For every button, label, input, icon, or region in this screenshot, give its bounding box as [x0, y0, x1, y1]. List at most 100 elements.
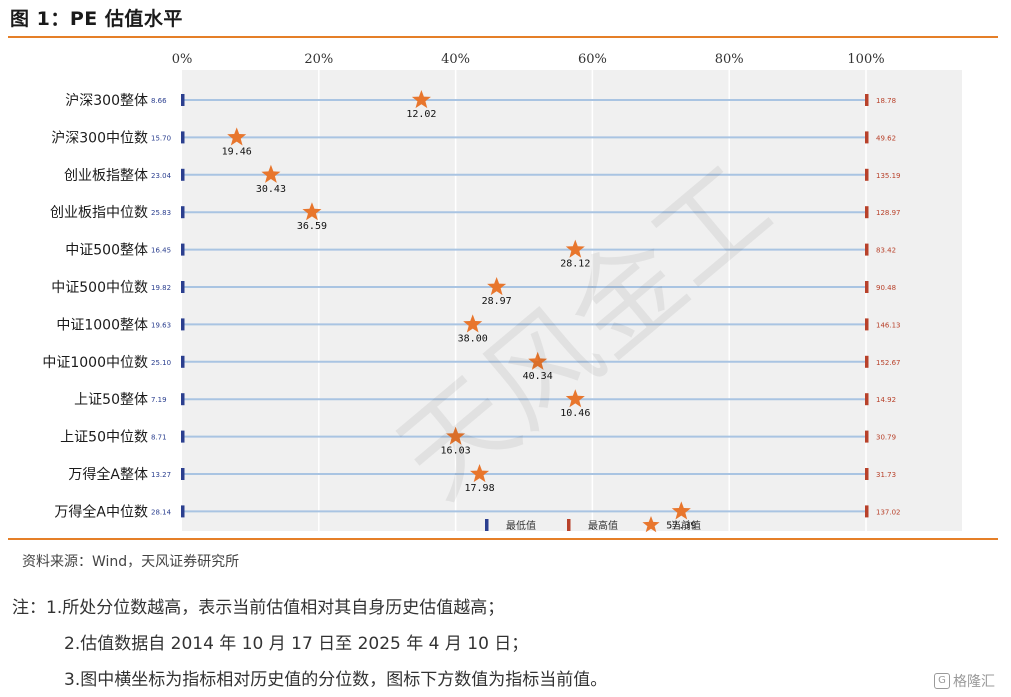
max-value-label: 146.13 [876, 321, 901, 329]
bottom-divider [8, 538, 998, 540]
min-value-label: 23.04 [151, 172, 172, 180]
current-value-star [528, 351, 548, 370]
current-value-star [671, 501, 691, 520]
legend-max-label: 最高值 [588, 519, 618, 532]
max-value-label: 31.73 [876, 471, 896, 479]
current-value-star [565, 389, 585, 408]
legend-min-marker [485, 519, 489, 531]
pe-valuation-chart: 0% 20% 40% 60% 80% 100% 沪深300整体 8.66 18.78 12.02 沪… [42, 52, 962, 533]
row-label: 中证500整体 [65, 243, 148, 259]
max-value-label: 152.67 [876, 359, 901, 367]
current-value-star [463, 314, 483, 333]
max-marker [865, 94, 869, 106]
note-2: 2.估值数据自 2014 年 10 月 17 日至 2025 年 4 月 10 … [64, 634, 529, 654]
current-value-label: 40.34 [523, 371, 553, 382]
max-marker [865, 318, 869, 331]
max-value-label: 18.78 [876, 97, 896, 105]
min-value-label: 19.63 [151, 321, 171, 329]
note-1: 注：1.所处分位数越高，表示当前估值相对其自身历史估值越高； [12, 598, 505, 618]
x-tick-label: 80% [715, 52, 744, 67]
min-marker [181, 206, 185, 219]
current-value-star [302, 202, 322, 221]
min-marker [181, 393, 185, 406]
current-value-label: 19.46 [222, 146, 252, 157]
max-value-label: 135.19 [876, 172, 901, 180]
max-value-label: 30.79 [876, 434, 896, 442]
x-tick-label: 40% [441, 52, 470, 67]
current-value-star [261, 164, 281, 183]
legend-star [642, 516, 660, 533]
max-value-label: 14.92 [876, 396, 896, 404]
logo-g-icon: G [934, 673, 950, 689]
legend-max-marker [567, 519, 571, 531]
min-marker [181, 430, 185, 443]
plot-background [182, 70, 962, 531]
current-value-star [446, 426, 466, 445]
min-marker [181, 281, 185, 293]
max-value-label: 137.02 [876, 508, 901, 516]
min-value-label: 16.45 [151, 247, 171, 255]
row-label: 沪深300中位数 [51, 130, 148, 146]
current-value-star [565, 239, 585, 258]
min-value-label: 28.14 [151, 508, 172, 516]
row-label: 中证1000中位数 [42, 355, 148, 371]
row-label: 中证500中位数 [51, 280, 148, 296]
current-value-label: 28.12 [560, 259, 590, 270]
current-value-label: 38.00 [458, 333, 488, 344]
max-marker [865, 168, 869, 181]
current-value-label: 12.02 [406, 109, 436, 120]
legend-min-label: 最低值 [506, 519, 536, 532]
min-marker [181, 168, 185, 181]
current-value-label: 36.59 [297, 221, 327, 232]
max-marker [865, 243, 869, 256]
min-marker [181, 131, 185, 144]
min-marker [181, 318, 185, 331]
current-value-star [411, 90, 431, 109]
min-marker [181, 355, 185, 368]
min-marker [181, 468, 185, 480]
min-marker [181, 505, 185, 518]
max-marker [865, 206, 869, 219]
current-value-star [227, 127, 247, 146]
current-value-label: 57.39 [666, 520, 696, 531]
max-marker [865, 393, 869, 406]
logo-text: 格隆汇 [953, 674, 995, 690]
min-marker [181, 243, 185, 256]
min-value-label: 8.66 [151, 97, 167, 105]
max-marker [865, 355, 869, 368]
current-value-label: 17.98 [464, 483, 494, 494]
max-value-label: 83.42 [876, 247, 896, 255]
legend-current-label: 当前值 [671, 519, 701, 532]
row-label: 沪深300整体 [65, 93, 148, 109]
row-label: 万得全A中位数 [54, 503, 148, 520]
max-marker [865, 468, 869, 480]
max-marker [865, 131, 869, 144]
min-value-label: 19.82 [151, 284, 171, 292]
x-tick-label: 60% [578, 52, 607, 67]
min-value-label: 7.19 [151, 396, 167, 404]
x-tick-label: 0% [172, 52, 193, 67]
max-marker [865, 505, 869, 518]
current-value-label: 28.97 [482, 296, 512, 307]
min-value-label: 25.83 [151, 209, 171, 217]
current-value-star [470, 464, 490, 483]
min-value-label: 13.27 [151, 471, 171, 479]
row-label: 创业板指中位数 [50, 205, 148, 221]
max-value-label: 90.48 [876, 284, 896, 292]
x-tick-label: 20% [304, 52, 333, 67]
row-label: 中证1000整体 [56, 317, 148, 333]
current-value-star [487, 277, 507, 296]
min-value-label: 8.71 [151, 434, 167, 442]
max-marker [865, 281, 869, 293]
min-marker [181, 94, 185, 106]
figure-title: 图 1：PE 估值水平 [10, 8, 183, 30]
max-value-label: 128.97 [876, 209, 901, 217]
max-value-label: 49.62 [876, 134, 896, 142]
current-value-label: 16.03 [441, 446, 471, 457]
row-label: 创业板指整体 [64, 168, 148, 184]
max-marker [865, 430, 869, 443]
min-value-label: 25.10 [151, 359, 171, 367]
row-label: 万得全A整体 [68, 466, 148, 483]
current-value-label: 30.43 [256, 184, 286, 195]
source-note: 资料来源：Wind，天风证券研究所 [22, 554, 240, 570]
